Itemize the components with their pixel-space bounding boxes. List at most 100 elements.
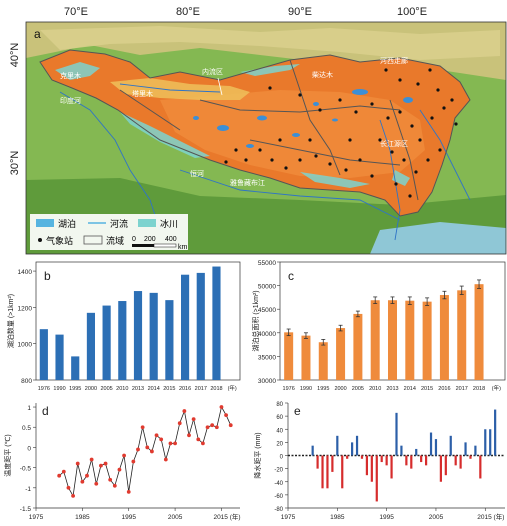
bar — [212, 266, 221, 380]
station-dot — [398, 110, 402, 114]
data-point — [103, 461, 108, 466]
data-point — [163, 457, 168, 462]
data-point — [131, 459, 136, 464]
map-lakes — [193, 89, 413, 148]
legend-station-label: 气象站 — [46, 235, 73, 246]
station-dot — [338, 98, 342, 102]
bar — [464, 442, 467, 456]
inland-pointer — [217, 77, 223, 96]
y-axis-label: 降水距平 (mm) — [253, 432, 262, 478]
bar — [311, 445, 314, 456]
data-point — [159, 437, 164, 442]
station-dot — [426, 158, 430, 162]
x-tick-label: 1990 — [53, 386, 65, 392]
map-glaciers — [55, 62, 410, 188]
y-tick-label: 0 — [280, 455, 284, 461]
station-dot — [298, 158, 302, 162]
bar — [454, 455, 457, 466]
y-tick-label: -1 — [25, 486, 31, 493]
station-dot — [234, 148, 238, 152]
station-dot — [430, 116, 434, 120]
data-point — [94, 481, 99, 486]
x-tick-label: 1990 — [300, 386, 312, 392]
map-panel: 克里木 印度河 塔里木 内流区 柴达木 河西走廊 恒河 雅鲁藏布江 长江源区 7… — [9, 6, 507, 255]
x-tick-label: 2005 — [429, 514, 444, 521]
bar — [457, 290, 467, 380]
x-tick-label: 2017 — [456, 386, 468, 392]
bar — [196, 272, 205, 380]
y-tick-label: -40 — [274, 481, 283, 487]
region-label: 印度河 — [60, 96, 81, 105]
y-tick-label: 30000 — [258, 378, 276, 385]
data-point — [108, 477, 113, 482]
map-lat-ticks: 40°N 30°N — [9, 43, 21, 176]
station-dot — [378, 138, 382, 142]
bar — [71, 356, 80, 380]
x-tick-label: 1995 — [317, 386, 329, 392]
x-tick-label: 1976 — [38, 386, 50, 392]
x-tick-label: 2018 — [210, 386, 222, 392]
station-dot — [398, 78, 402, 82]
bar — [385, 455, 388, 466]
station-dot — [318, 108, 322, 112]
y-axis-label: 温度距平 (℃) — [3, 434, 12, 476]
map-region-labels: 克里木 印度河 塔里木 内流区 柴达木 河西走廊 恒河 雅鲁藏布江 长江源区 — [60, 56, 408, 187]
station-dot — [390, 150, 394, 154]
data-point — [71, 493, 75, 498]
y-tick-label: 35000 — [258, 354, 276, 361]
region-label: 雅鲁藏布江 — [230, 178, 265, 187]
chart-b-lake-count: 800 1000 1200 1400 1976 1990 1995 2000 2005 2010 2… — [6, 261, 241, 392]
station-dot — [386, 116, 390, 120]
map-plateau-high — [160, 90, 425, 178]
y-tick-label: 1400 — [18, 269, 33, 276]
y-tick-label: -1.5 — [20, 506, 32, 513]
station-dot — [358, 158, 362, 162]
data-point — [214, 425, 219, 430]
station-dot — [354, 110, 358, 114]
legend-glacier-swatch — [138, 219, 156, 227]
data-point — [99, 463, 103, 468]
y-tick-label: 1000 — [18, 342, 33, 349]
station-dot — [348, 138, 352, 142]
legend-station-icon — [38, 238, 42, 242]
data-point — [117, 467, 122, 472]
bar — [346, 455, 349, 459]
chart-c-lake-area: 30000 35000 40000 45000 50000 55000 1976 1990 19… — [251, 260, 506, 392]
x-tick-label: 1995 — [69, 386, 81, 392]
map-rivers — [59, 83, 471, 241]
station-dot — [394, 182, 398, 186]
y-tick-label: 40000 — [258, 331, 276, 338]
x-tick-label: 2016 — [179, 386, 191, 392]
bar — [479, 455, 482, 479]
region-label: 克里木 — [60, 71, 81, 80]
data-point — [210, 423, 215, 428]
x-tick-label: 1985 — [75, 514, 90, 521]
data-point — [150, 449, 154, 454]
x-tick-label: 2018 — [473, 386, 485, 392]
map-sea — [370, 222, 506, 254]
data-point — [89, 457, 94, 462]
x-tick-label: 2017 — [195, 386, 207, 392]
x-tick-label: 1975 — [29, 514, 44, 521]
data-point — [145, 445, 150, 450]
bar — [484, 429, 487, 456]
legend-lake-label: 湖泊 — [58, 219, 76, 229]
station-dot — [410, 124, 414, 128]
x-tick-label: 1995 — [379, 514, 394, 521]
x-tick-label: (年) — [492, 384, 501, 392]
bar — [180, 274, 190, 380]
bar — [449, 435, 452, 456]
y-tick-label: 80 — [276, 402, 283, 408]
station-dot — [258, 148, 262, 152]
region-label: 塔里木 — [132, 89, 153, 98]
x-tick-label: 2014 — [148, 386, 160, 392]
series-line — [58, 405, 232, 498]
region-label: 柴达木 — [312, 70, 333, 79]
bar — [375, 455, 378, 502]
scale-label: 400 — [165, 236, 177, 243]
bar — [489, 429, 492, 456]
station-dot — [370, 174, 374, 178]
bar — [341, 455, 344, 489]
station-dot — [442, 106, 446, 110]
map-panel-label: a — [34, 27, 41, 41]
